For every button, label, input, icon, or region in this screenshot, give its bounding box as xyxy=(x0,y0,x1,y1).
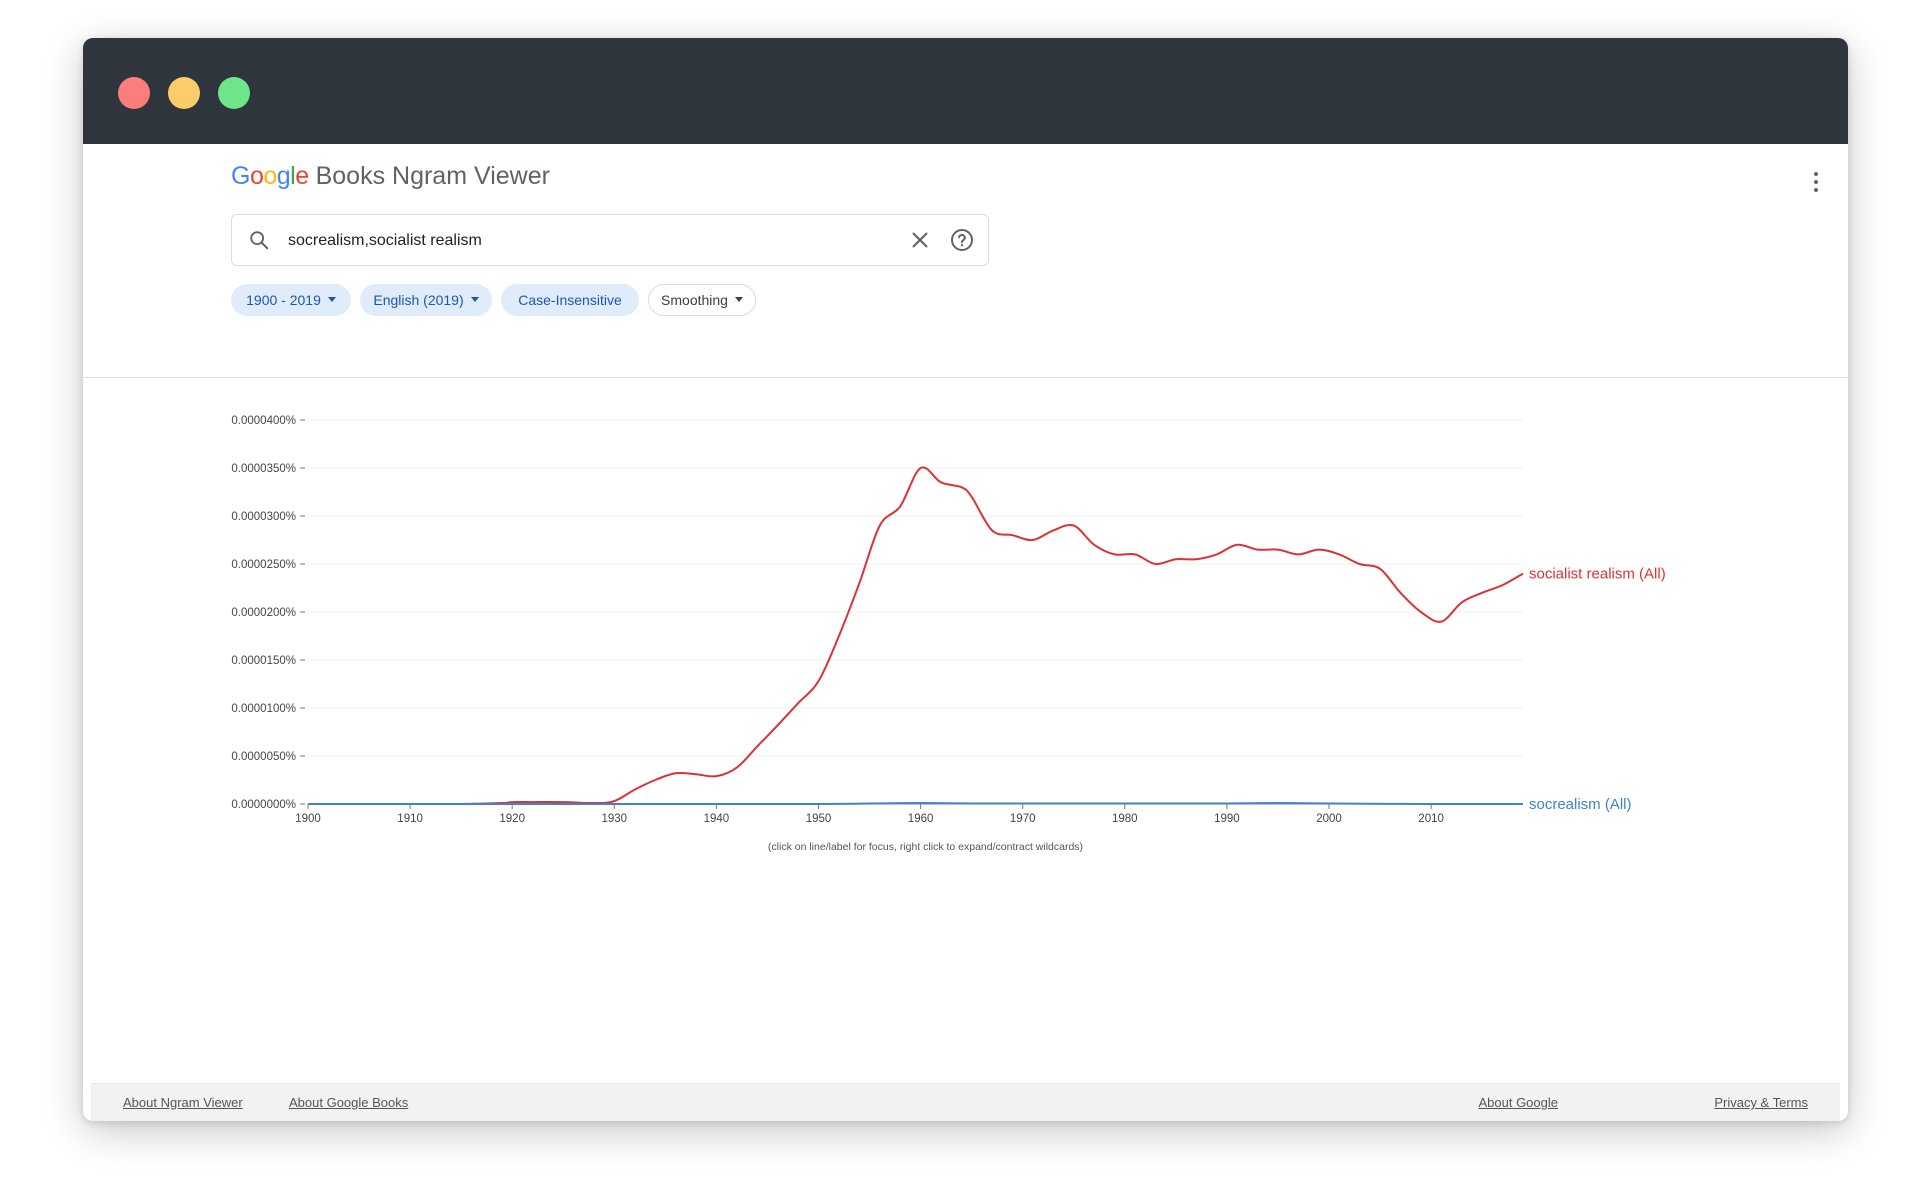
privacy-terms-link[interactable]: Privacy & Terms xyxy=(1714,1095,1808,1110)
x-tick-label: 1910 xyxy=(397,813,423,825)
x-tick-label: 1990 xyxy=(1214,813,1240,825)
y-tick-label: 0.0000200% xyxy=(231,607,296,619)
help-icon[interactable] xyxy=(950,228,974,252)
y-tick-label: 0.0000100% xyxy=(231,703,296,715)
y-tick-label: 0.0000250% xyxy=(231,559,296,571)
y-tick-label: 0.0000350% xyxy=(231,463,296,475)
chevron-down-icon xyxy=(734,296,743,302)
x-tick-label: 1950 xyxy=(806,813,832,825)
about-google-link[interactable]: About Google xyxy=(1478,1095,1558,1110)
series-line-socrealism xyxy=(308,802,1524,806)
chart-hint: (click on line/label for focus, right cl… xyxy=(768,841,1083,853)
x-tick-label: 1970 xyxy=(1010,813,1036,825)
y-tick-label: 0.0000400% xyxy=(231,415,296,427)
browser-window: Google Books Ngram Viewer 1900 - 201 xyxy=(83,38,1848,1121)
x-tick-label: 1940 xyxy=(704,813,730,825)
x-tick-label: 1900 xyxy=(295,813,321,825)
case-insensitive-label: Case-Insensitive xyxy=(518,292,622,308)
year-range-chip[interactable]: 1900 - 2019 xyxy=(231,284,351,316)
corpus-label: English (2019) xyxy=(373,292,464,308)
y-tick-label: 0.0000050% xyxy=(231,751,296,763)
title-bar xyxy=(83,38,1848,144)
chart-svg: 0.0000400% 0.0000350% 0.0000300% 0.0000250%… xyxy=(231,415,1666,853)
x-tick-label: 1930 xyxy=(602,813,628,825)
x-tick-label: 2010 xyxy=(1418,813,1444,825)
close-window-button[interactable] xyxy=(118,77,150,109)
product-name: Books Ngram Viewer xyxy=(315,162,550,190)
ngram-viewer-logo[interactable]: Google Books Ngram Viewer xyxy=(231,162,550,191)
footer: About Ngram Viewer About Google Books Ab… xyxy=(91,1083,1840,1121)
search-box xyxy=(231,214,989,266)
x-tick-label: 2000 xyxy=(1316,813,1342,825)
search-input[interactable] xyxy=(286,225,890,257)
y-tick-label: 0.0000000% xyxy=(231,799,296,811)
chevron-down-icon xyxy=(327,296,336,302)
x-tick-label: 1920 xyxy=(499,813,525,825)
about-google-books-link[interactable]: About Google Books xyxy=(289,1095,409,1110)
y-tick-label: 0.0000150% xyxy=(231,655,296,667)
minimize-window-button[interactable] xyxy=(168,77,200,109)
smoothing-label: Smoothing xyxy=(661,292,728,308)
search-icon[interactable] xyxy=(248,229,270,251)
y-tick-label: 0.0000300% xyxy=(231,511,296,523)
series-label[interactable]: socrealism (All) xyxy=(1529,796,1632,813)
corpus-chip[interactable]: English (2019) xyxy=(360,284,492,316)
about-ngram-viewer-link[interactable]: About Ngram Viewer xyxy=(123,1095,243,1110)
chevron-down-icon xyxy=(470,296,479,302)
series-label[interactable]: socialist realism (All) xyxy=(1529,566,1666,583)
year-range-label: 1900 - 2019 xyxy=(246,292,321,308)
more-options-icon[interactable] xyxy=(1806,168,1826,196)
case-insensitive-chip[interactable]: Case-Insensitive xyxy=(501,284,639,316)
google-logo-word: Google xyxy=(231,162,309,190)
ngram-chart: 0.0000400% 0.0000350% 0.0000300% 0.0000250%… xyxy=(83,378,1848,938)
smoothing-chip[interactable]: Smoothing xyxy=(648,284,756,316)
x-tick-label: 1980 xyxy=(1112,813,1138,825)
x-tick-label: 1960 xyxy=(908,813,934,825)
series-line-socialist-realism xyxy=(308,466,1524,806)
clear-search-icon[interactable] xyxy=(910,230,930,250)
app-header: Google Books Ngram Viewer 1900 - 201 xyxy=(83,144,1848,378)
maximize-window-button[interactable] xyxy=(218,77,250,109)
